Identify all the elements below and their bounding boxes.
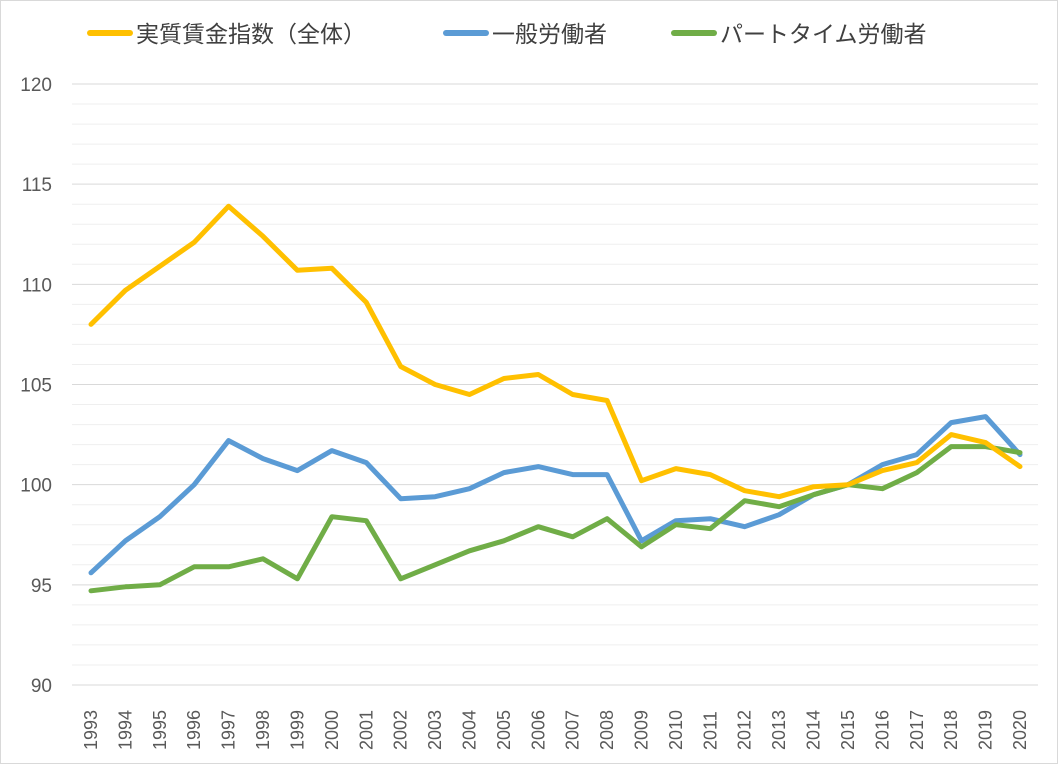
x-tick-label: 2011 xyxy=(700,711,720,750)
x-tick-label: 2014 xyxy=(804,710,824,750)
legend-label: パートタイム労働者 xyxy=(720,22,927,48)
x-tick-label: 2015 xyxy=(838,710,858,750)
x-tick-label: 2003 xyxy=(425,710,445,750)
legend-label: 一般労働者 xyxy=(492,22,607,48)
series-line-0 xyxy=(88,203,1023,500)
x-tick-label: 2012 xyxy=(735,710,755,750)
x-tick-label: 2019 xyxy=(976,710,996,750)
x-tick-label: 2008 xyxy=(597,710,617,750)
x-tick-label: 2020 xyxy=(1010,710,1030,750)
x-axis-ticks: 1993 1994 1995 1996 1997 1998 1999 2000 2001 2002… xyxy=(81,710,1030,750)
x-tick-label: 2018 xyxy=(941,710,961,750)
x-tick-label: 2006 xyxy=(528,710,548,750)
series-line-2 xyxy=(88,444,1023,594)
x-tick-label: 2009 xyxy=(632,710,652,750)
x-tick-label: 2017 xyxy=(907,710,927,750)
series-line-1 xyxy=(88,414,1023,576)
series-lines xyxy=(88,203,1023,594)
y-tick-label: 100 xyxy=(20,476,52,497)
x-tick-label: 2005 xyxy=(494,710,514,750)
x-tick-label: 1993 xyxy=(81,710,101,750)
x-tick-label: 1995 xyxy=(150,710,170,750)
x-tick-label: 2001 xyxy=(356,710,376,750)
x-tick-label: 2010 xyxy=(666,710,686,750)
legend-label: 実質賃金指数（全体） xyxy=(136,22,366,48)
x-tick-label: 1997 xyxy=(219,710,239,750)
y-tick-label: 110 xyxy=(22,275,52,296)
y-tick-label: 120 xyxy=(20,75,52,96)
x-tick-label: 1999 xyxy=(287,710,307,750)
x-tick-label: 2013 xyxy=(769,710,789,750)
y-tick-label: 115 xyxy=(22,175,52,196)
y-tick-label: 95 xyxy=(31,576,52,597)
legend: 実質賃金指数（全体） 一般労働者 パートタイム労働者 xyxy=(87,22,927,48)
x-tick-label: 2016 xyxy=(872,710,892,750)
x-tick-label: 2007 xyxy=(563,710,583,750)
x-tick-label: 2002 xyxy=(391,710,411,750)
y-axis-ticks: 90 95 100 105 110 115 120 xyxy=(20,75,52,697)
y-tick-label: 90 xyxy=(31,676,52,697)
x-tick-label: 1994 xyxy=(115,710,135,750)
major-gridlines xyxy=(72,83,1038,686)
x-tick-label: 1998 xyxy=(253,710,273,750)
x-tick-label: 1996 xyxy=(184,710,204,750)
x-tick-label: 2004 xyxy=(459,710,479,750)
x-tick-label: 2000 xyxy=(322,710,342,750)
y-tick-label: 105 xyxy=(20,376,52,397)
